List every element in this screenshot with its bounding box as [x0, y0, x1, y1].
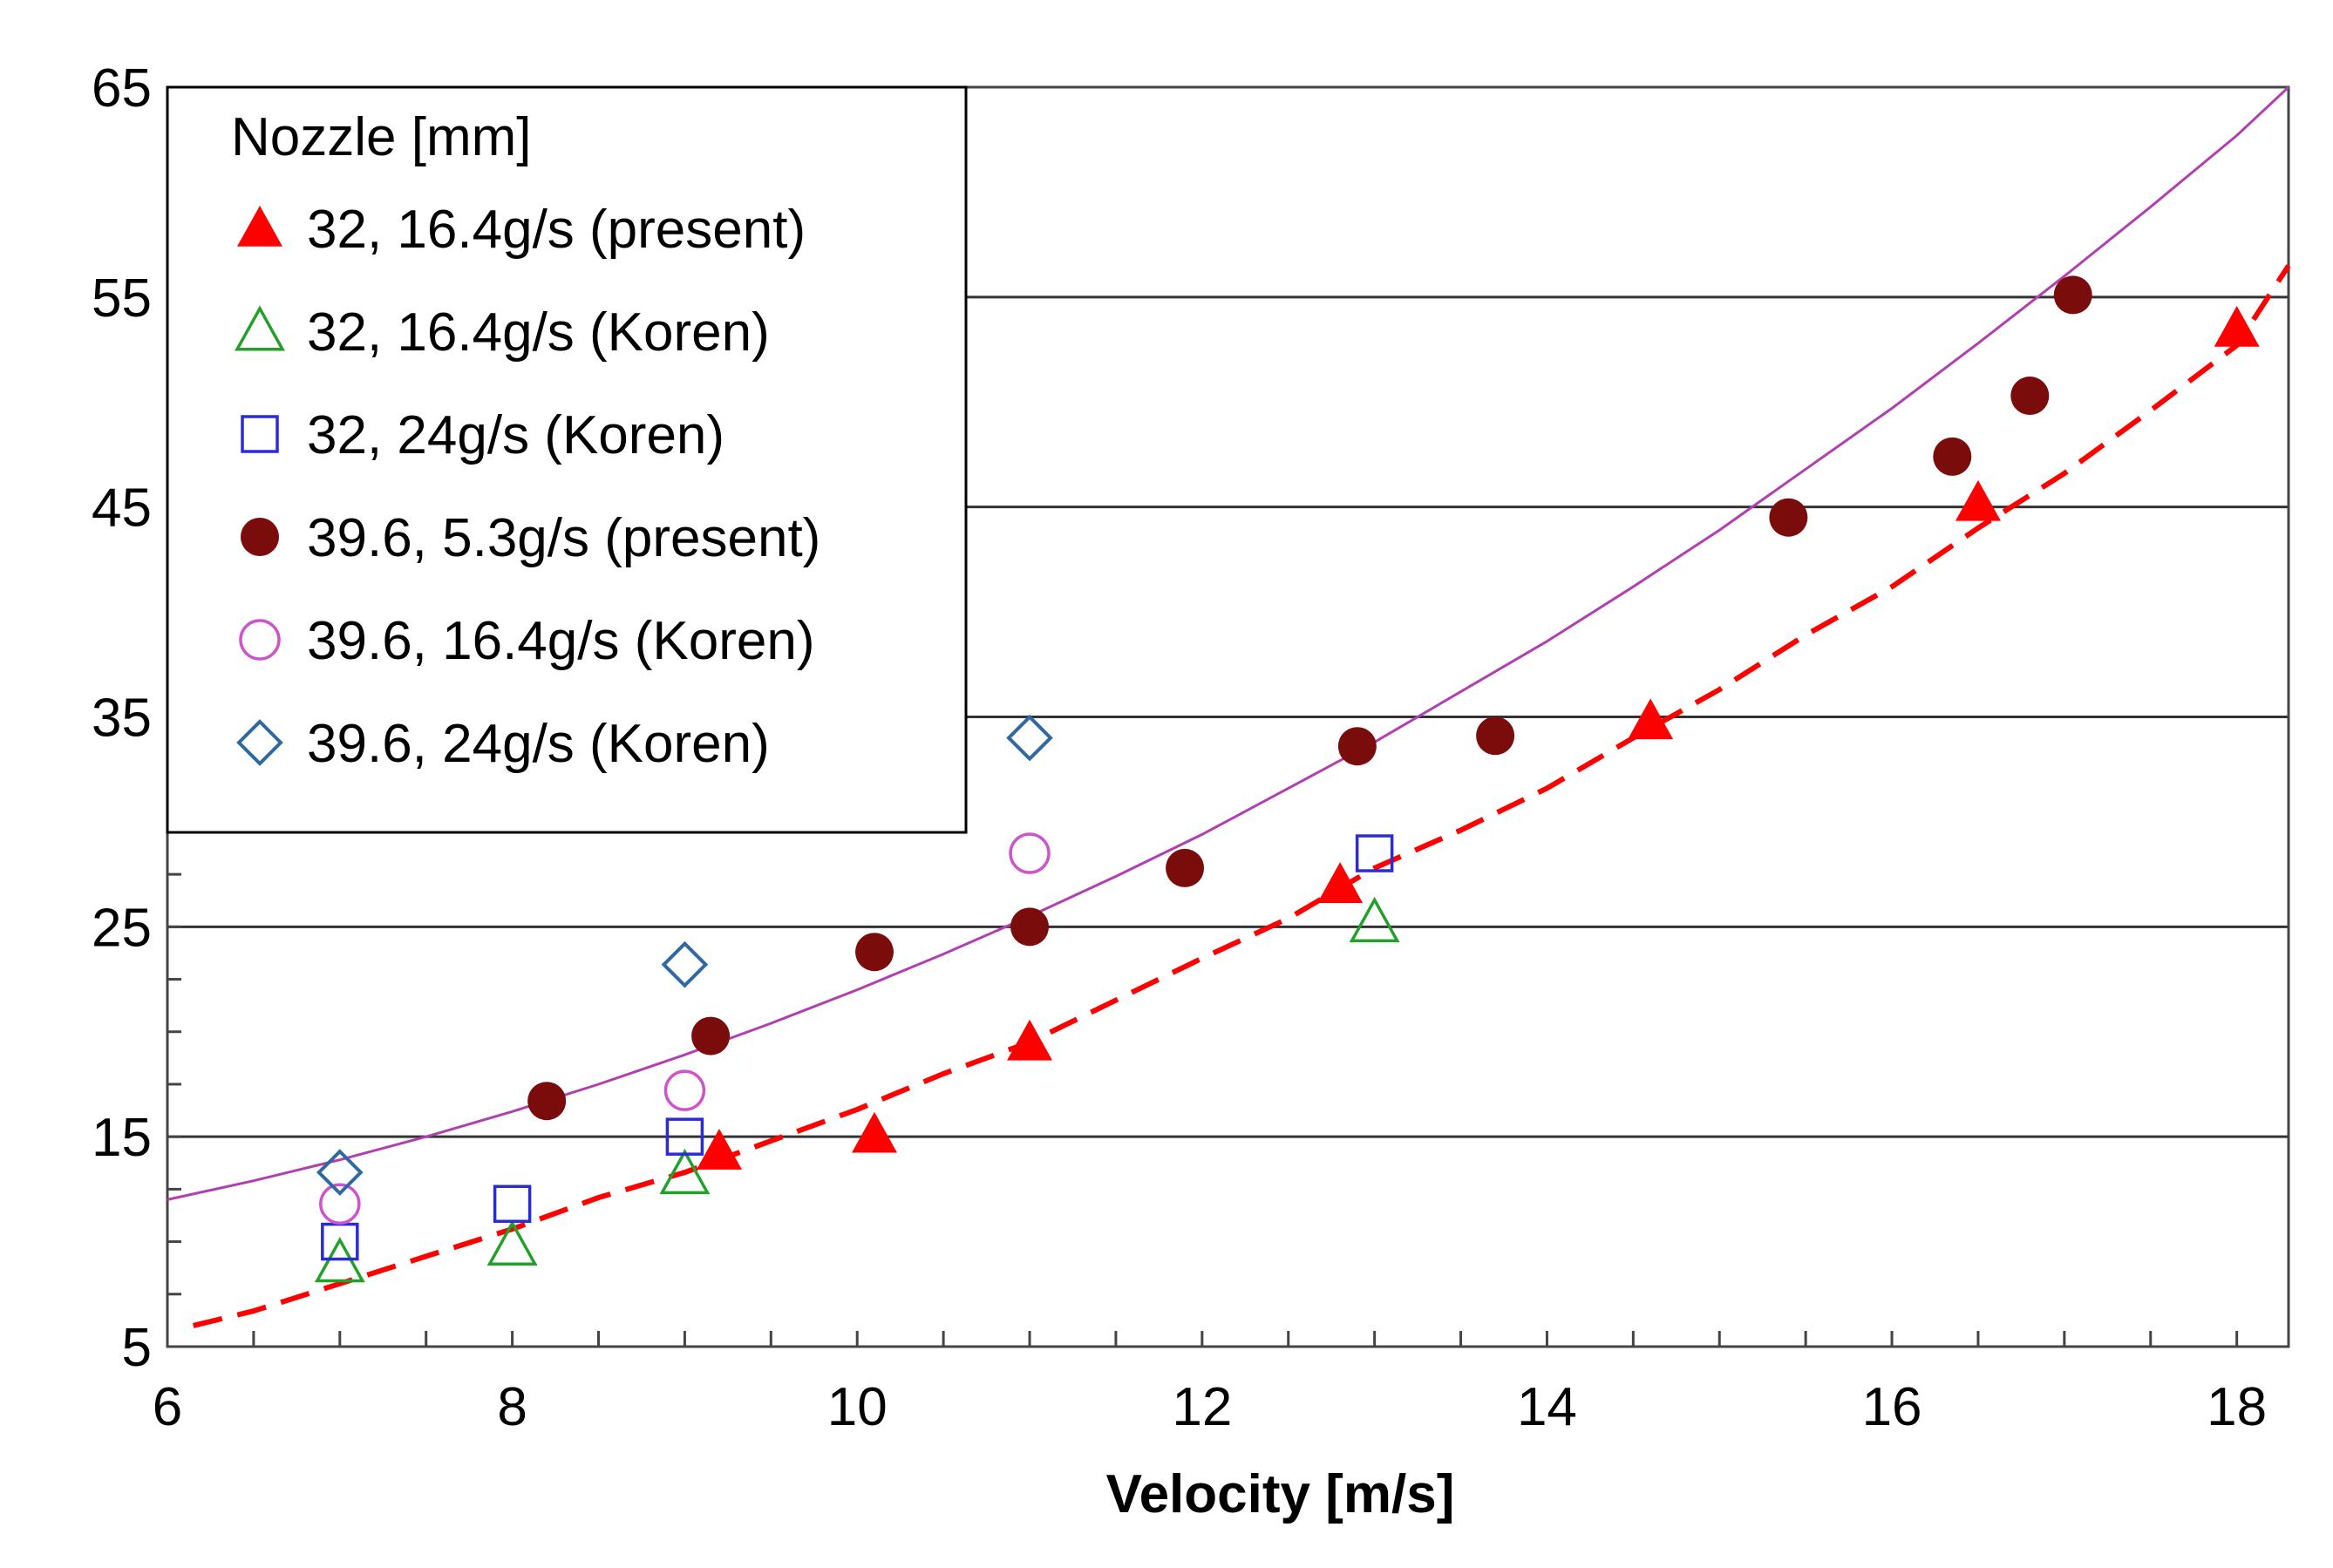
data-point: [1628, 698, 1674, 740]
data-point: [1009, 832, 1051, 874]
data-point: [1769, 498, 1808, 537]
legend-entry: 39.6, 5.3g/s (present): [241, 508, 820, 568]
series-0: [696, 305, 2260, 1170]
legend-marker: [236, 719, 283, 766]
x-axis-title: Velocity [m/s]: [1106, 1464, 1455, 1524]
data-point: [659, 1148, 711, 1195]
legend-label: 39.6, 24g/s (Koren): [307, 714, 770, 774]
x-tick-labels: 6 8 10 12 14 16 18: [153, 1377, 2267, 1437]
data-point: [493, 1184, 532, 1223]
data-point: [486, 1219, 538, 1266]
y-tick-label: 45: [92, 479, 152, 539]
data-markers: [314, 275, 2260, 1283]
data-point: [1476, 716, 1515, 756]
y-tick-label: 5: [122, 1318, 152, 1378]
legend-marker: [241, 415, 279, 453]
data-point: [691, 1016, 731, 1056]
y-tick-label: 25: [92, 898, 152, 958]
data-point: [1337, 727, 1377, 766]
data-point: [2214, 305, 2260, 347]
x-tick-label: 8: [497, 1377, 527, 1437]
legend-label: 32, 16.4g/s (Koren): [307, 302, 770, 363]
legend: Nozzle [mm] 32, 16.4g/s (present)32, 16.…: [166, 85, 968, 834]
x-tick-label: 18: [2207, 1377, 2267, 1437]
data-point: [855, 933, 894, 972]
legend-marker: [241, 518, 279, 556]
legend-entry: 39.6, 24g/s (Koren): [236, 714, 770, 774]
y-tick-label: 15: [92, 1108, 152, 1168]
data-point: [663, 1069, 706, 1111]
x-tick-label: 16: [1862, 1377, 1922, 1437]
x-tick-label: 6: [153, 1377, 182, 1437]
legend-box: [166, 85, 968, 834]
legend-entry: 39.6, 16.4g/s (Koren): [239, 611, 814, 671]
y-tick-label: 65: [92, 58, 152, 119]
legend-label: 39.6, 5.3g/s (present): [307, 508, 820, 568]
fit-lines: [167, 85, 2291, 1328]
data-point: [1166, 848, 1205, 887]
data-point: [527, 1082, 567, 1121]
data-point: [1010, 907, 1050, 947]
data-point: [661, 940, 709, 988]
data-point: [1007, 1019, 1053, 1061]
data-point: [696, 1129, 742, 1170]
data-point: [665, 1117, 704, 1156]
legend-entry: 32, 16.4g/s (present): [237, 200, 806, 260]
data-point: [2010, 377, 2050, 416]
data-point: [1355, 834, 1394, 872]
data-point: [1317, 862, 1364, 903]
solid-fit-line: [167, 85, 2290, 1201]
legend-entries: 32, 16.4g/s (present) 32, 16.4g/s (Koren)…: [235, 200, 820, 774]
data-point: [2053, 275, 2092, 315]
x-tick-label: 10: [827, 1377, 888, 1437]
legend-marker: [235, 305, 285, 351]
series-5: [316, 714, 1053, 1196]
data-point: [1955, 479, 2001, 521]
legend-title: Nozzle [mm]: [231, 107, 531, 167]
legend-label: 32, 16.4g/s (present): [307, 200, 806, 260]
y-tick-label: 35: [92, 689, 152, 749]
series-4: [319, 832, 1051, 1225]
legend-marker: [237, 206, 282, 247]
data-point: [1349, 896, 1400, 943]
legend-marker: [239, 619, 281, 661]
data-point: [1933, 437, 1972, 476]
legend-label: 32, 24g/s (Koren): [307, 405, 724, 465]
data-point: [316, 1149, 364, 1196]
series-3: [527, 275, 2092, 1121]
data-point: [1006, 714, 1053, 762]
y-tick-labels: 5 15 25 35 45 55 65: [92, 58, 152, 1378]
legend-label: 39.6, 16.4g/s (Koren): [307, 611, 814, 671]
data-point: [852, 1111, 897, 1153]
legend-entry: 32, 16.4g/s (Koren): [235, 302, 770, 363]
x-tick-label: 14: [1517, 1377, 1577, 1437]
data-point: [319, 1183, 361, 1225]
x-tick-label: 12: [1172, 1377, 1232, 1437]
legend-entry: 32, 24g/s (Koren): [241, 405, 724, 465]
y-tick-label: 55: [92, 268, 152, 329]
